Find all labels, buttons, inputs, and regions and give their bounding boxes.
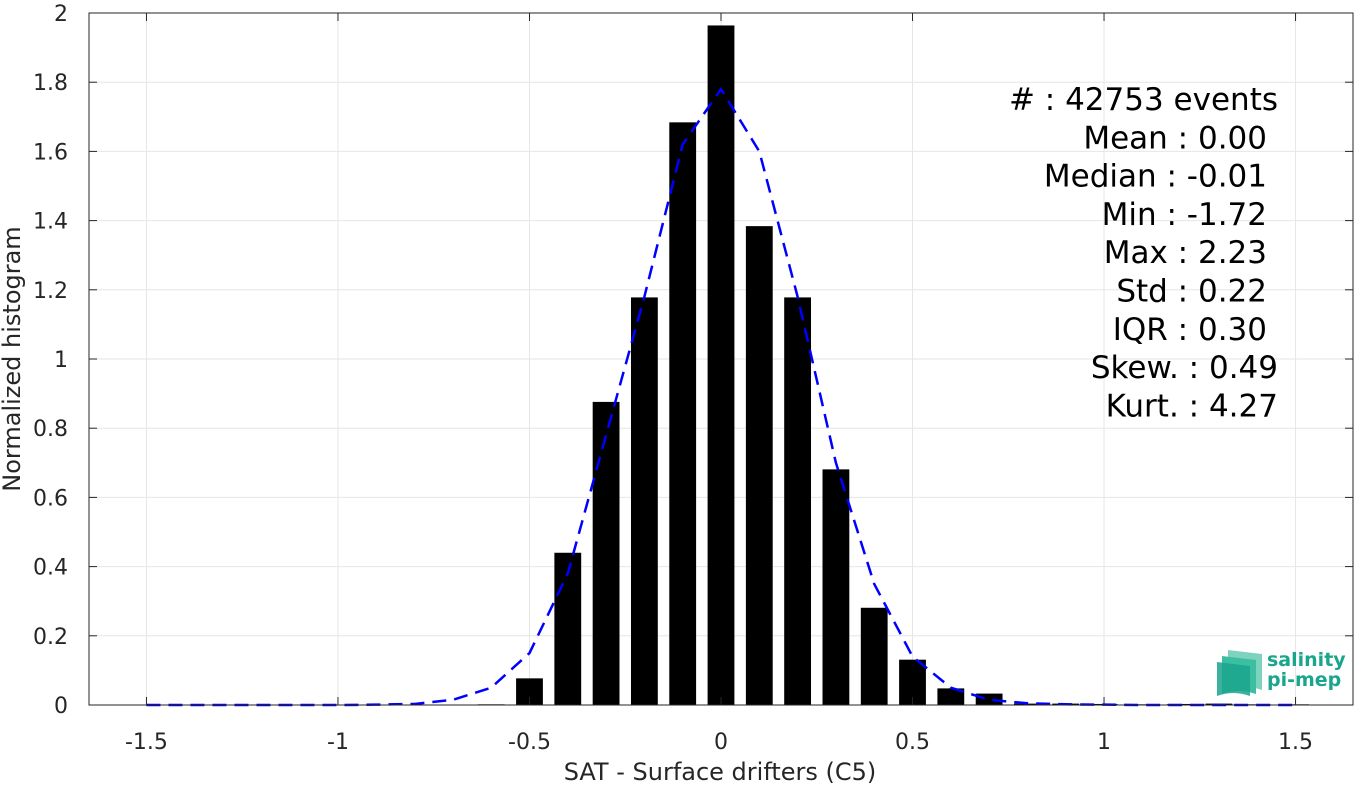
stats-line: IQR : 0.30 — [1113, 312, 1267, 348]
histogram-bar — [860, 607, 888, 705]
x-tick-label: 1.5 — [1278, 730, 1313, 755]
stats-line: # : 42753 events — [1009, 82, 1278, 118]
logo-waves-icon — [1217, 650, 1262, 696]
histogram-bar — [784, 297, 812, 705]
y-tick-labels: 0 0.2 0.4 0.6 0.8 1 1.2 1.4 1.6 1.8 2 — [33, 2, 68, 719]
y-tick-label: 0.4 — [33, 556, 68, 581]
stats-line: Min : -1.72 — [1102, 197, 1267, 233]
histogram-bar — [669, 122, 697, 705]
y-tick-label: 1.6 — [33, 140, 68, 165]
stats-line: Skew. : 0.49 — [1091, 350, 1278, 386]
stats-line: Mean : 0.00 — [1083, 120, 1267, 156]
x-tick-label: 0 — [714, 730, 728, 755]
x-tick-label: 0.5 — [895, 730, 930, 755]
y-tick-label: 1.4 — [33, 210, 68, 235]
logo-text-line1: salinity — [1267, 649, 1346, 671]
histogram-bar — [745, 226, 773, 706]
stats-line: Max : 2.23 — [1104, 235, 1267, 271]
y-axis-title: Normalized histogram — [0, 226, 26, 491]
x-tick-label: -1.5 — [125, 730, 168, 755]
y-tick-label: 0.6 — [33, 486, 68, 511]
bars — [477, 25, 1309, 706]
histogram-bar — [937, 688, 965, 705]
x-tick-label: -0.5 — [508, 730, 551, 755]
stats-line: Kurt. : 4.27 — [1106, 388, 1278, 424]
y-tick-label: 0.2 — [33, 625, 68, 650]
histogram-bar — [592, 401, 620, 705]
histogram-bar — [975, 693, 1003, 705]
axis-ticks — [89, 12, 1353, 706]
histogram-bar — [822, 469, 850, 705]
histogram-bar — [554, 552, 582, 705]
histogram-bar — [630, 297, 658, 705]
salinity-pi-mep-logo: salinity pi-mep — [1217, 649, 1346, 696]
stats-line: Median : -0.01 — [1044, 159, 1267, 195]
stats-line: Std : 0.22 — [1116, 274, 1267, 310]
x-tick-label: 1 — [1097, 730, 1111, 755]
y-tick-label: 1.8 — [33, 71, 68, 96]
histogram-bar — [707, 25, 735, 706]
y-tick-label: 0 — [54, 694, 68, 719]
y-tick-label: 1 — [54, 348, 68, 373]
y-tick-label: 1.2 — [33, 279, 68, 304]
x-tick-label: -1 — [327, 730, 349, 755]
x-tick-labels: -1.5 -1 -0.5 0 0.5 1 1.5 — [125, 730, 1313, 755]
y-tick-label: 2 — [54, 2, 68, 27]
y-tick-label: 0.8 — [33, 417, 68, 442]
logo-text-line2: pi-mep — [1267, 669, 1341, 691]
x-axis-title: SAT - Surface drifters (C5) — [564, 758, 877, 785]
